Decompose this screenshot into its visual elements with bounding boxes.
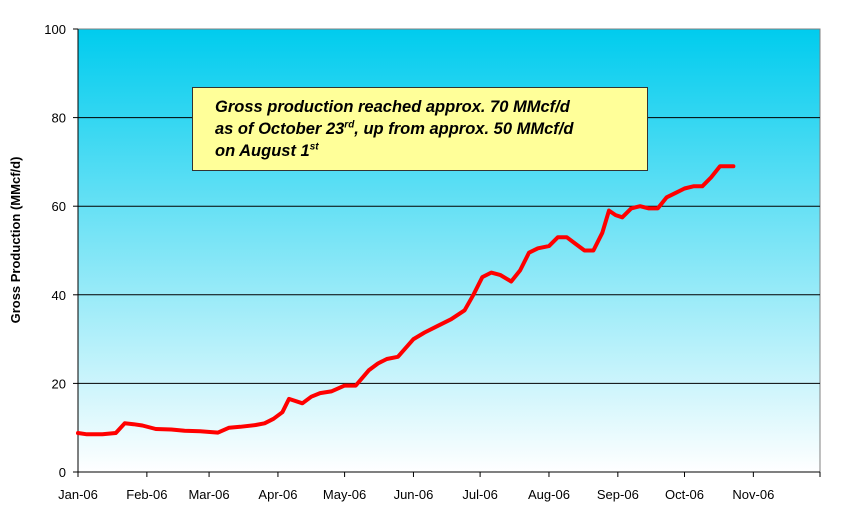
x-tick-label-May-06: May-06	[323, 487, 366, 502]
annotation-line-2b: , up from approx. 50 MMcf/d	[354, 120, 574, 138]
x-tick-label-Aug-06: Aug-06	[528, 487, 570, 502]
x-tick-label-Oct-06: Oct-06	[665, 487, 704, 502]
series-line-0	[76, 164, 736, 437]
y-tick-label-80: 80	[52, 111, 66, 126]
annotation-line-2a: as of October 23	[215, 120, 345, 138]
x-tick-label-Jul-06: Jul-06	[462, 487, 497, 502]
y-tick-label-100: 100	[44, 22, 66, 37]
annotation-box: Gross production reached approx. 70 MMcf…	[192, 87, 648, 171]
x-tick-label-Jan-06: Jan-06	[58, 487, 98, 502]
x-tick-label-Feb-06: Feb-06	[126, 487, 167, 502]
x-axis: Jan-06 Feb-06 Mar-06 Apr-06 May-06 Jun-06 Jul-…	[58, 471, 821, 502]
y-tick-label-60: 60	[52, 199, 66, 214]
x-tick-label-Jun-06: Jun-06	[394, 487, 434, 502]
y-tick-label-40: 40	[52, 288, 66, 303]
annotation-line-2: as of October 23rd, up from approx. 50 M…	[215, 118, 637, 140]
x-tick-label-Apr-06: Apr-06	[258, 487, 297, 502]
annotation-line-3a: on August 1	[215, 142, 310, 160]
annotation-line-1: Gross production reached approx. 70 MMcf…	[215, 98, 570, 116]
series-group	[76, 164, 736, 437]
annotation-superscript-st: st	[309, 141, 319, 153]
y-tick-label-0: 0	[59, 465, 66, 480]
y-tick-label-20: 20	[52, 376, 66, 391]
y-axis: 0 20 40 60 80 100	[44, 22, 79, 480]
x-tick-label-Mar-06: Mar-06	[188, 487, 229, 502]
x-tick-label-Sep-06: Sep-06	[597, 487, 639, 502]
annotation-superscript-rd: rd	[344, 119, 355, 131]
annotation-line-3: on August 1st	[215, 140, 637, 162]
y-axis-label: Gross Production (MMcf/d)	[8, 157, 23, 324]
x-tick-label-Nov-06: Nov-06	[732, 487, 774, 502]
